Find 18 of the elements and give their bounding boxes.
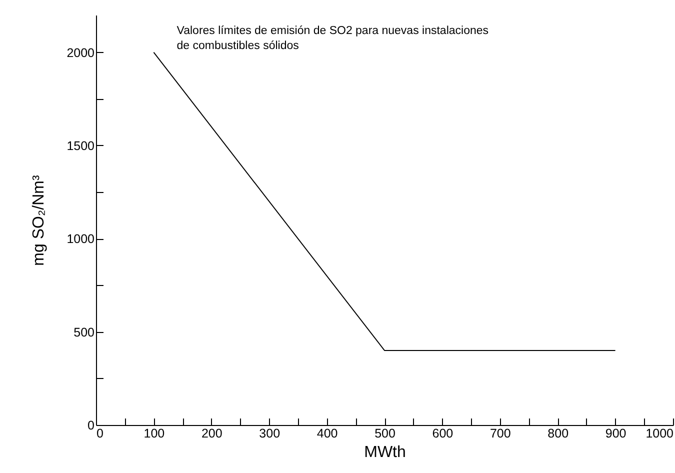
- x-tick-label: 500: [374, 426, 396, 440]
- y-tick-label: 1500: [66, 138, 95, 153]
- x-axis-title: MWth: [364, 444, 406, 461]
- text: Valores límites de emisión de SO2 para nuevas instalaciones de combustibles sólidos: [176, 25, 489, 52]
- y-axis-title: mg SO₂/Nm³: [30, 174, 48, 266]
- x-tick-label: 300: [259, 426, 280, 440]
- x-tick-label: 200: [201, 426, 222, 440]
- x-tick-label: 600: [432, 426, 454, 440]
- y-tick-label: 500: [74, 325, 95, 340]
- x-tick-label: 900: [605, 426, 626, 440]
- x-tick-label: 400: [316, 426, 338, 440]
- x-tick-label: 100: [144, 426, 165, 440]
- y-tick-label: 1000: [66, 232, 95, 246]
- y-tick-label: 2000: [66, 46, 95, 60]
- x-tick-label: 1000: [646, 426, 674, 440]
- x-tick-label: 700: [490, 426, 511, 440]
- x-tick-label: 800: [548, 426, 569, 440]
- x-tick-label: 0: [96, 426, 104, 440]
